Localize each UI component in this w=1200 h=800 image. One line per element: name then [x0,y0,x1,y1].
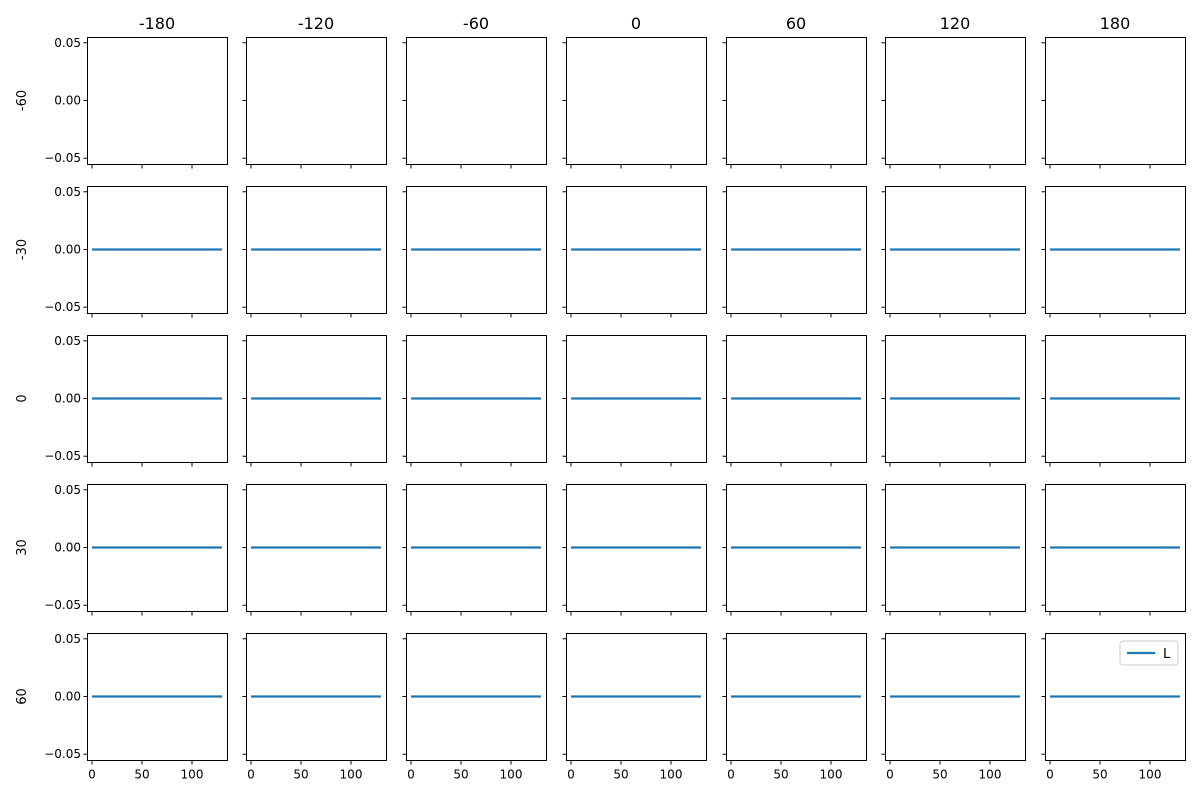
column-title: -180 [139,14,175,33]
x-tick-label: 0 [247,768,255,782]
panel-r1-c2 [402,186,547,318]
panel-frame [246,37,387,165]
panel-r1-c5 [881,186,1026,318]
panel-r2-c5 [881,335,1026,467]
panel-frame [1045,37,1186,165]
panel-r1-c3 [562,186,707,318]
panel-r0-c1 [242,37,387,169]
panel-r3-c2 [402,484,547,616]
x-tick-label: 50 [773,768,788,782]
column-title: 120 [940,14,971,33]
panel-r3-c0: 0.05 0.00 −0.05 [44,483,228,616]
y-tick-label: −0.05 [44,300,81,314]
x-tick-label: 50 [453,768,468,782]
panel-frame [87,37,228,165]
panel-frame [566,37,707,165]
x-tick-label: 0 [886,768,894,782]
panel-r2-c1 [242,335,387,467]
panel-r4-c5: 0 50 100 [881,633,1026,782]
panel-r2-c2 [402,335,547,467]
panel-frame [406,37,547,165]
panel-r4-c6: 0 50 100 [1041,633,1186,782]
panel-r4-c0: 0.05 0.00 −0.05 0 50 100 [44,632,228,782]
row-label: -30 [15,239,30,260]
panel-r0-c6 [1041,37,1186,169]
x-tick-label: 0 [567,768,575,782]
x-tick-label: 50 [293,768,308,782]
column-title: -120 [298,14,334,33]
column-title: 0 [631,14,641,33]
row-label: 30 [15,539,30,556]
x-tick-label: 50 [932,768,947,782]
y-tick-label: 0.05 [54,334,81,348]
panel-r4-c3: 0 50 100 [562,633,707,782]
panel-frame [885,37,1026,165]
y-tick-label: −0.05 [44,747,81,761]
y-tick-label: 0.00 [54,690,81,704]
x-tick-label: 0 [727,768,735,782]
panel-r0-c3 [562,37,707,169]
y-tick-label: 0.00 [54,94,81,108]
panel-r4-c2: 0 50 100 [402,633,547,782]
x-tick-label: 100 [340,768,363,782]
panel-r0-c2 [402,37,547,169]
x-tick-label: 100 [979,768,1002,782]
panel-r4-c4: 0 50 100 [722,633,867,782]
column-title: -60 [463,14,489,33]
y-tick-label: 0.05 [54,483,81,497]
y-tick-label: 0.00 [54,541,81,555]
panel-frame [726,37,867,165]
panel-r3-c3 [562,484,707,616]
x-tick-label: 0 [88,768,96,782]
y-tick-label: −0.05 [44,449,81,463]
panel-r3-c6 [1041,484,1186,616]
x-tick-label: 100 [660,768,683,782]
panel-r1-c1 [242,186,387,318]
y-tick-label: −0.05 [44,598,81,612]
y-tick-label: −0.05 [44,151,81,165]
y-tick-label: 0.05 [54,632,81,646]
panel-r1-c4 [722,186,867,318]
y-tick-label: 0.00 [54,392,81,406]
panel-r1-c0: 0.05 0.00 −0.05 [44,185,228,318]
row-label: 0 [15,394,30,402]
panel-r3-c5 [881,484,1026,616]
y-tick-label: 0.05 [54,185,81,199]
row-label: 60 [15,688,30,705]
legend: L [1119,640,1179,666]
x-tick-label: 100 [500,768,523,782]
panel-r1-c6 [1041,186,1186,318]
y-tick-label: 0.00 [54,243,81,257]
x-tick-label: 50 [613,768,628,782]
panel-r0-c4 [722,37,867,169]
column-title: 180 [1100,14,1131,33]
x-tick-label: 50 [134,768,149,782]
panel-r2-c3 [562,335,707,467]
column-title: 60 [786,14,806,33]
panel-r3-c1 [242,484,387,616]
x-tick-label: 50 [1092,768,1107,782]
panel-r4-c1: 0 50 100 [242,633,387,782]
row-label: -60 [15,90,30,111]
x-tick-label: 0 [407,768,415,782]
panel-r2-c0: 0.05 0.00 −0.05 [44,334,228,467]
panel-r0-c0: 0.05 0.00 −0.05 [44,36,228,169]
x-tick-label: 100 [820,768,843,782]
legend-label: L [1163,647,1171,662]
panel-r2-c4 [722,335,867,467]
y-tick-label: 0.05 [54,36,81,50]
x-tick-label: 0 [1046,768,1054,782]
panel-r2-c6 [1041,335,1186,467]
x-tick-label: 100 [181,768,204,782]
panel-r0-c5 [881,37,1026,169]
panel-r3-c4 [722,484,867,616]
x-tick-label: 100 [1139,768,1162,782]
